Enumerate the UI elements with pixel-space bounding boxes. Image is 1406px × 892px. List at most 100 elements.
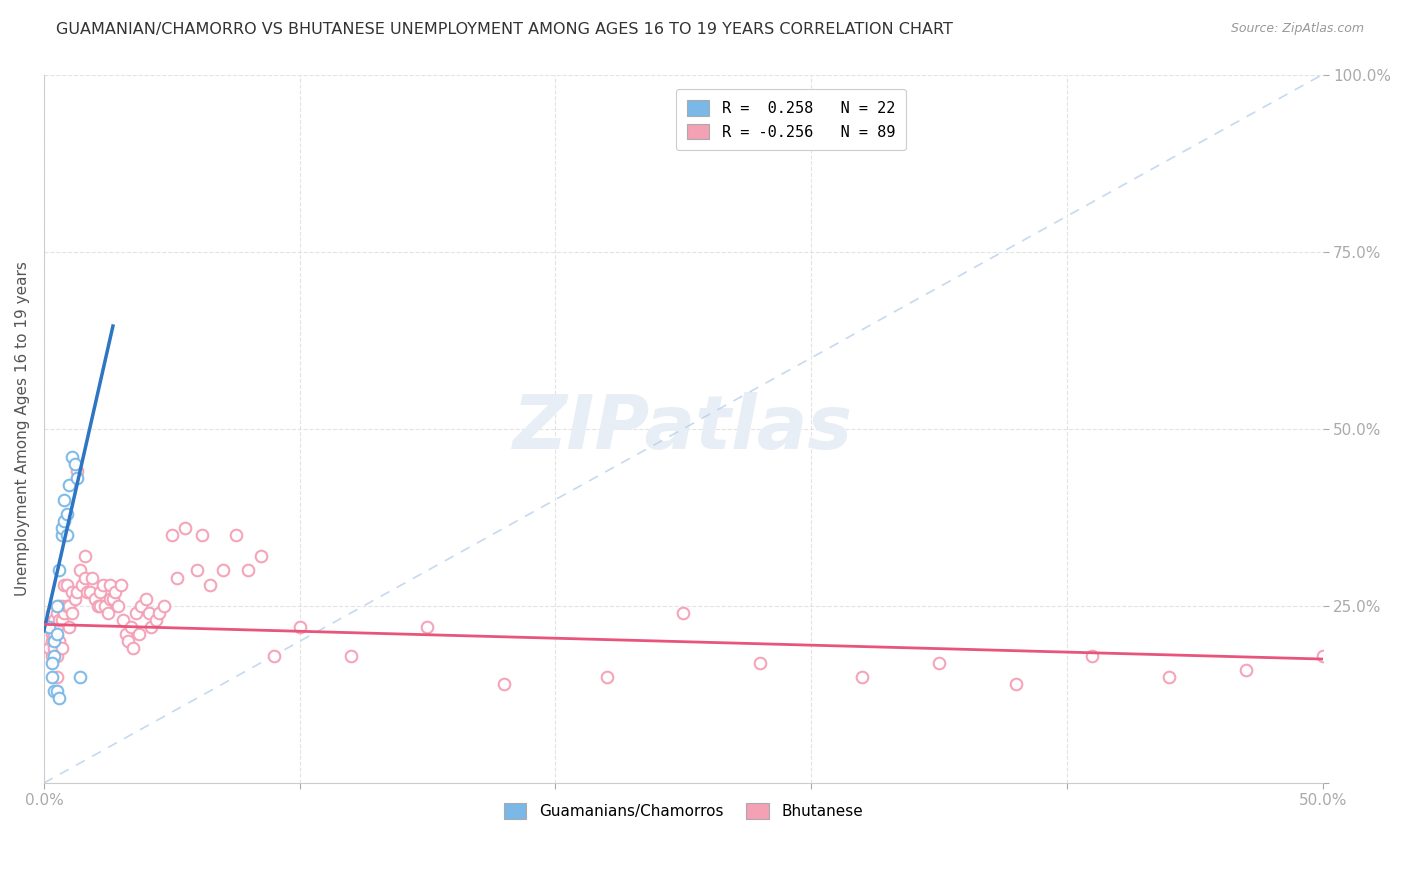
- Point: [198, 577, 221, 591]
- Point: [41, 656, 63, 670]
- Point: [58, 599, 80, 613]
- Point: [89, 584, 111, 599]
- Point: [1234, 663, 1257, 677]
- Point: [45, 684, 67, 698]
- Point: [91, 577, 114, 591]
- Point: [120, 620, 142, 634]
- Point: [129, 599, 152, 613]
- Point: [100, 591, 122, 606]
- Point: [41, 670, 63, 684]
- Point: [41, 627, 63, 641]
- Point: [135, 591, 157, 606]
- Point: [63, 457, 86, 471]
- Point: [416, 620, 439, 634]
- Point: [56, 577, 79, 591]
- Point: [53, 577, 76, 591]
- Point: [494, 677, 516, 691]
- Point: [225, 528, 247, 542]
- Point: [288, 620, 311, 634]
- Point: [851, 670, 873, 684]
- Point: [1081, 648, 1104, 663]
- Y-axis label: Unemployment Among Ages 16 to 19 years: Unemployment Among Ages 16 to 19 years: [15, 261, 30, 596]
- Point: [138, 606, 160, 620]
- Point: [79, 584, 101, 599]
- Point: [48, 599, 70, 613]
- Point: [186, 564, 208, 578]
- Point: [166, 570, 188, 584]
- Point: [42, 627, 65, 641]
- Text: ZIPatlas: ZIPatlas: [513, 392, 853, 466]
- Point: [45, 670, 67, 684]
- Point: [58, 620, 80, 634]
- Point: [56, 528, 79, 542]
- Point: [63, 591, 86, 606]
- Point: [41, 606, 63, 620]
- Point: [148, 606, 170, 620]
- Point: [153, 599, 176, 613]
- Point: [250, 549, 273, 564]
- Point: [125, 606, 148, 620]
- Point: [60, 606, 83, 620]
- Point: [160, 528, 183, 542]
- Point: [38, 641, 60, 656]
- Point: [82, 570, 104, 584]
- Point: [595, 670, 617, 684]
- Legend: Guamanians/Chamorros, Bhutanese: Guamanians/Chamorros, Bhutanese: [498, 797, 869, 825]
- Point: [69, 670, 91, 684]
- Point: [104, 584, 127, 599]
- Point: [41, 634, 63, 648]
- Point: [53, 492, 76, 507]
- Point: [38, 620, 60, 634]
- Point: [42, 684, 65, 698]
- Point: [112, 613, 135, 627]
- Point: [42, 634, 65, 648]
- Point: [1312, 648, 1334, 663]
- Point: [339, 648, 361, 663]
- Point: [128, 627, 150, 641]
- Point: [263, 648, 285, 663]
- Point: [51, 641, 73, 656]
- Point: [1004, 677, 1026, 691]
- Point: [238, 564, 260, 578]
- Point: [60, 450, 83, 464]
- Point: [42, 613, 65, 627]
- Point: [45, 627, 67, 641]
- Point: [749, 656, 772, 670]
- Point: [86, 599, 108, 613]
- Point: [122, 641, 145, 656]
- Point: [45, 648, 67, 663]
- Point: [51, 521, 73, 535]
- Point: [42, 641, 65, 656]
- Point: [173, 521, 195, 535]
- Point: [191, 528, 214, 542]
- Point: [53, 606, 76, 620]
- Point: [48, 613, 70, 627]
- Point: [73, 570, 96, 584]
- Point: [66, 584, 89, 599]
- Point: [110, 577, 132, 591]
- Point: [101, 591, 124, 606]
- Point: [41, 648, 63, 663]
- Point: [66, 471, 89, 485]
- Point: [45, 606, 67, 620]
- Point: [73, 549, 96, 564]
- Point: [69, 564, 91, 578]
- Point: [60, 584, 83, 599]
- Point: [51, 599, 73, 613]
- Point: [66, 464, 89, 478]
- Point: [76, 584, 98, 599]
- Point: [70, 577, 93, 591]
- Text: Source: ZipAtlas.com: Source: ZipAtlas.com: [1230, 22, 1364, 36]
- Point: [45, 620, 67, 634]
- Point: [94, 599, 117, 613]
- Point: [97, 606, 120, 620]
- Point: [42, 648, 65, 663]
- Point: [107, 599, 129, 613]
- Point: [48, 564, 70, 578]
- Point: [928, 656, 950, 670]
- Point: [48, 691, 70, 706]
- Point: [56, 507, 79, 521]
- Point: [672, 606, 695, 620]
- Point: [212, 564, 235, 578]
- Point: [53, 514, 76, 528]
